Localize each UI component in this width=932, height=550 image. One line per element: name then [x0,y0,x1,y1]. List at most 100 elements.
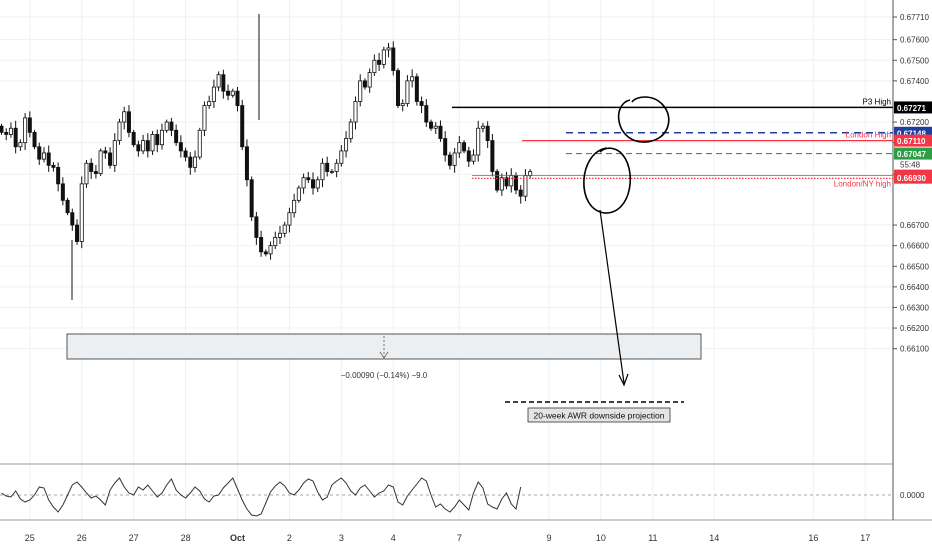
range-box[interactable]: −0.00090 (−0.14%) −9.0 [66,333,702,380]
candle [226,84,231,101]
measure-label: −0.00090 (−0.14%) −9.0 [341,371,428,380]
candle [348,118,353,143]
candle-body-down [377,59,382,65]
candle-body-up [268,245,273,255]
candle [70,208,75,231]
candle-body-down [178,142,183,152]
candle [306,171,311,184]
candle [344,131,349,158]
candle [358,74,363,107]
candle-body-down [226,90,231,96]
candle-body-up [211,86,216,102]
candle [23,112,28,151]
rsi-pane [0,463,932,521]
candle [126,105,131,138]
candle [410,69,415,88]
annotations[interactable]: 20-week AWR downside projection [505,96,684,423]
candle-body-up [499,177,504,191]
candle [490,134,495,177]
candle-body-down [513,175,518,191]
candle-body-down [462,142,467,152]
candle-body-up [197,129,202,158]
date-label-17: 17 [860,533,870,543]
london-high-price-tag-bg[interactable] [894,134,932,147]
candle [476,120,481,162]
candle-body-up [334,162,339,172]
time-axis[interactable]: 25 26 27 28 Oct 2 3 4 7 9 10 11 14 16 17 [25,533,870,543]
date-label-16: 16 [808,533,818,543]
date-label-9: 9 [547,533,552,543]
candle [27,111,32,138]
candle-body-down [37,146,42,160]
candle-body-up [41,152,46,160]
projection-label: 20-week AWR downside projection [533,411,664,421]
circle-london-drawing[interactable] [583,147,632,214]
candle [334,159,339,178]
candle [480,122,485,133]
candle [169,117,174,137]
candle-body-up [405,80,410,104]
price-tick-label: 0.66100 [900,345,929,354]
candle [207,95,212,109]
candle-body-up [122,111,127,123]
candle-body-down [235,90,240,106]
candle [122,106,127,130]
candle [429,119,434,131]
date-label-oct: Oct [230,533,245,543]
candle-body-down [466,150,471,162]
candle-body-up [410,76,415,82]
candle [103,146,108,159]
candle [98,148,103,177]
circle-p3-drawing[interactable] [617,96,670,143]
candle-body-up [230,90,235,96]
candle [37,142,42,165]
candle [108,147,113,169]
date-label-2: 2 [287,533,292,543]
candle [424,98,429,128]
candle [65,197,70,216]
projection-arrow-line[interactable] [599,209,625,384]
candle [296,185,301,203]
projection-label-box[interactable] [527,407,671,423]
candle [282,221,287,238]
candle-body-down [254,216,259,238]
low-price-tag-bg[interactable] [894,171,932,184]
candle [183,147,188,162]
candle-body-up [372,59,377,74]
candle [400,99,405,112]
candle [466,146,471,167]
price-tick-label: 0.66700 [900,221,929,230]
candle-body-down [263,251,268,255]
candle [18,139,23,151]
candle [259,230,264,257]
blue-price-tag: 0.67148 [897,129,926,138]
candle [523,169,528,202]
candle-body-down [221,74,226,92]
candle [4,128,9,141]
candle-body-up [433,125,438,129]
p3-high-price-tag-bg[interactable] [894,101,932,114]
level-lines[interactable]: P3 High London High London/NY high [452,97,893,188]
rsi-axis-label: 0.0000 [900,491,925,500]
candle-body-up [457,142,462,154]
candle-body-down [32,131,37,148]
candle [56,162,61,192]
price-axis[interactable]: 0.67710 0.67600 0.67500 0.67400 0.67200 0.671… [892,0,932,520]
green-price-tag: 0.67047 [897,150,926,159]
candle-body-down [429,121,434,129]
price-tick-label: 0.66600 [900,242,929,251]
candle-body-down [70,212,75,226]
candlesticks [0,14,533,300]
candle [117,118,122,145]
candle-body-down [46,152,51,166]
candle [381,46,386,69]
date-label-4: 4 [391,533,396,543]
candle-body-up [164,121,169,131]
green-price-tag-bg[interactable] [894,147,932,160]
candle-body-up [8,127,13,135]
candle [164,119,169,133]
candle [419,96,424,113]
range-box-rect[interactable] [66,333,702,360]
